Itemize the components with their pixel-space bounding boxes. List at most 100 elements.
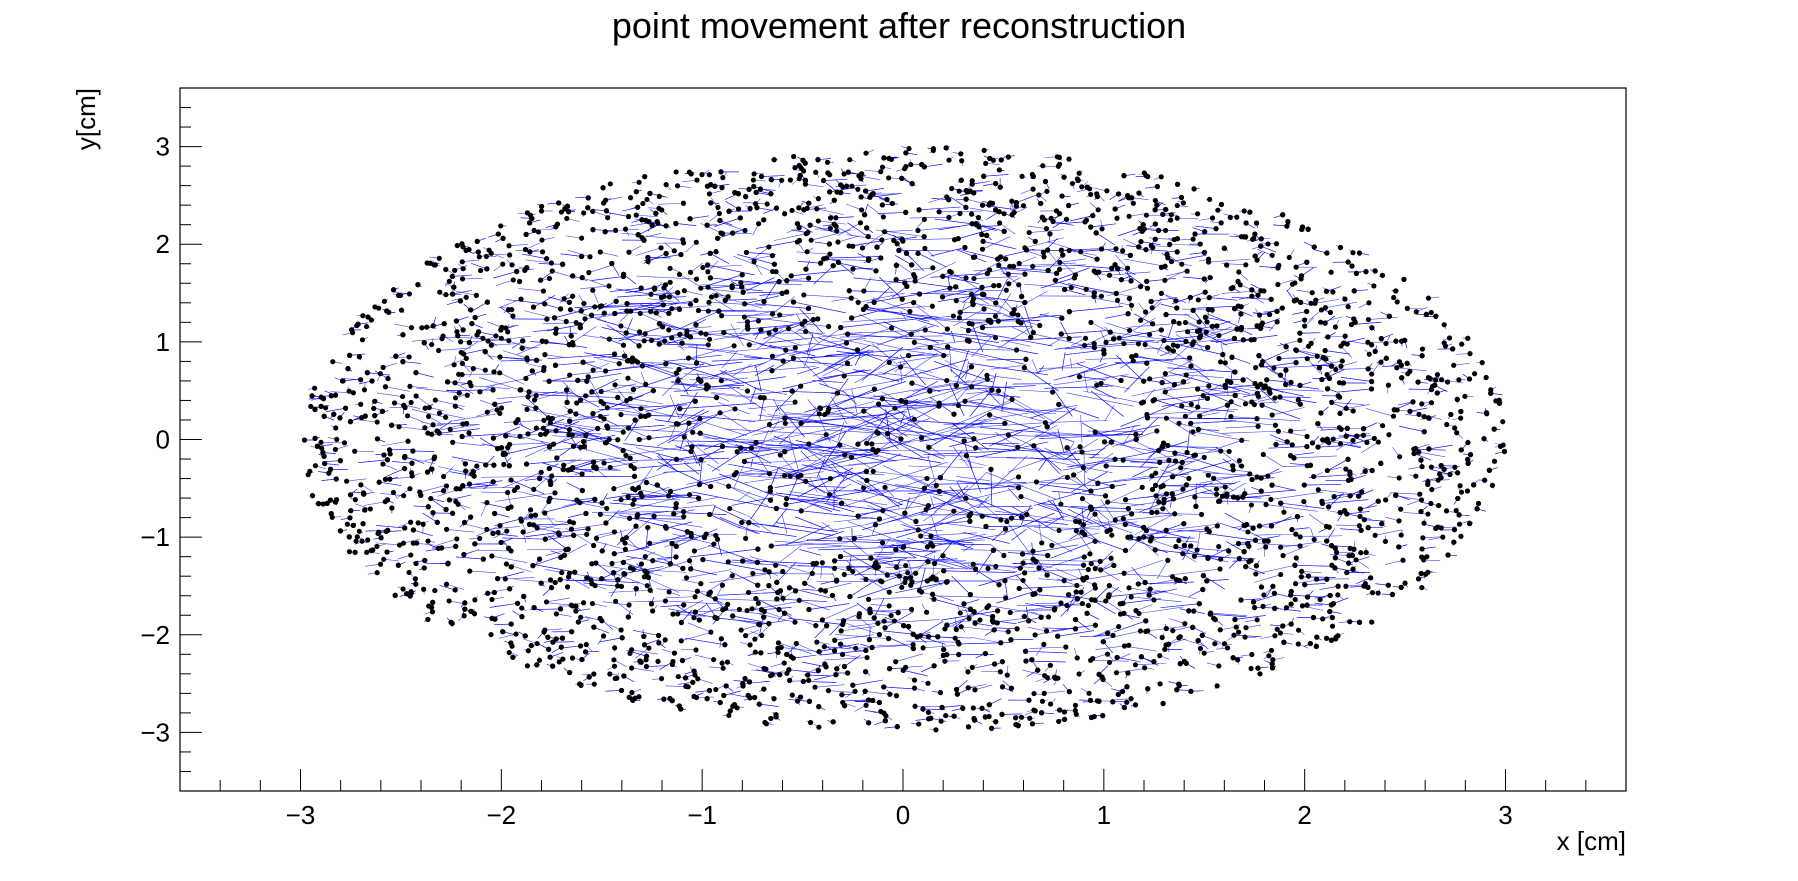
displacement-vector: [386, 469, 405, 477]
displacement-vector: [435, 400, 464, 407]
displacement-vector: [472, 302, 487, 311]
displacement-vector: [1150, 589, 1196, 599]
displacement-vector: [1034, 446, 1060, 474]
displacement-vector: [755, 304, 808, 309]
displacement-vector: [637, 276, 697, 279]
displacement-vector: [505, 577, 534, 578]
displacement-vector: [709, 572, 783, 583]
displacement-vector: [385, 387, 409, 392]
displacement-vector: [896, 654, 924, 662]
displacement-vector: [1281, 503, 1325, 508]
displacement-vector: [1098, 474, 1189, 483]
displacement-vector: [887, 438, 944, 459]
displacement-vector: [1071, 265, 1112, 268]
displacement-vector: [824, 658, 867, 660]
displacement-vector: [1044, 691, 1065, 693]
displacement-vector: [564, 459, 582, 465]
displacement-vector: [1283, 545, 1309, 555]
displacement-vector: [797, 367, 819, 374]
displacement-vector: [994, 628, 1017, 629]
displacement-vector: [1187, 430, 1190, 453]
displacement-vector: [596, 542, 625, 550]
displacement-vector: [1295, 565, 1333, 566]
displacement-vector: [1194, 306, 1238, 308]
displacement-vector: [810, 504, 831, 512]
displacement-vector: [1043, 516, 1069, 522]
displacement-vector: [884, 687, 913, 689]
displacement-vector: [919, 372, 946, 381]
displacement-vector: [326, 408, 345, 411]
displacement-vector: [1070, 358, 1072, 368]
displacement-vector: [971, 637, 1001, 642]
displacement-vector: [412, 339, 442, 342]
displacement-vector: [364, 502, 385, 506]
displacement-vector: [951, 331, 955, 342]
displacement-vector: [1136, 355, 1192, 368]
displacement-vector: [787, 460, 898, 472]
displacement-vector: [1272, 407, 1305, 415]
displacement-vector: [604, 404, 648, 406]
displacement-vector: [824, 345, 870, 370]
displacement-vector: [627, 601, 665, 602]
displacement-vector: [1038, 505, 1092, 524]
displacement-vector: [801, 451, 810, 460]
displacement-vector: [597, 319, 621, 326]
displacement-vector: [1001, 249, 1035, 257]
displacement-vector: [695, 655, 714, 660]
displacement-vector: [751, 491, 771, 519]
displacement-vector: [1054, 375, 1129, 385]
displacement-vector: [490, 603, 518, 607]
displacement-vector: [572, 326, 596, 342]
displacement-vector: [789, 437, 798, 470]
displacement-vector: [878, 423, 917, 450]
displacement-vector: [498, 634, 516, 639]
displacement-vector: [1179, 638, 1205, 646]
displacement-vector: [1294, 456, 1337, 458]
displacement-vector: [841, 317, 932, 327]
displacement-vector: [1291, 453, 1314, 456]
displacement-vector: [748, 315, 794, 322]
displacement-vector: [913, 268, 933, 270]
displacement-vector: [1410, 408, 1427, 411]
displacement-vector: [1195, 226, 1216, 229]
displacement-vector: [1108, 250, 1130, 255]
displacement-vector: [772, 296, 795, 314]
displacement-vector: [1119, 574, 1173, 577]
displacement-vector: [732, 497, 773, 505]
displacement-vector: [781, 647, 822, 651]
displacement-vector: [756, 241, 800, 249]
chart-title: point movement after reconstruction: [612, 5, 1186, 46]
displacement-vector: [630, 399, 663, 404]
displacement-vector: [1292, 528, 1309, 530]
displacement-vector: [591, 580, 640, 583]
displacement-vector: [488, 356, 527, 360]
displacement-vector: [389, 449, 411, 450]
displacement-vector: [680, 395, 716, 397]
displacement-vector: [720, 413, 751, 432]
displacement-vector: [950, 433, 1049, 437]
displacement-vector: [449, 495, 471, 500]
displacement-vector: [845, 392, 857, 404]
displacement-vector: [1375, 530, 1402, 536]
displacement-vector: [730, 509, 747, 516]
displacement-vector: [533, 329, 556, 332]
displacement-vector: [789, 343, 846, 356]
displacement-vector: [805, 184, 823, 187]
displacement-vector: [377, 393, 403, 396]
displacement-vector: [1100, 511, 1152, 512]
displacement-vector: [456, 557, 483, 559]
displacement-vector: [952, 576, 971, 594]
displacement-vector: [547, 598, 571, 602]
displacement-vector: [520, 436, 552, 444]
displacement-vector: [682, 580, 701, 584]
displacement-vector: [848, 457, 930, 465]
displacement-vector: [1038, 366, 1044, 374]
displacement-vector: [831, 298, 851, 301]
displacement-vector: [907, 253, 924, 271]
displacement-vector: [719, 618, 768, 623]
displacement-vector: [1300, 536, 1342, 537]
displacement-vector: [840, 554, 894, 557]
displacement-vector: [453, 442, 484, 445]
displacement-vector: [681, 632, 711, 641]
displacement-vector: [987, 375, 1022, 379]
